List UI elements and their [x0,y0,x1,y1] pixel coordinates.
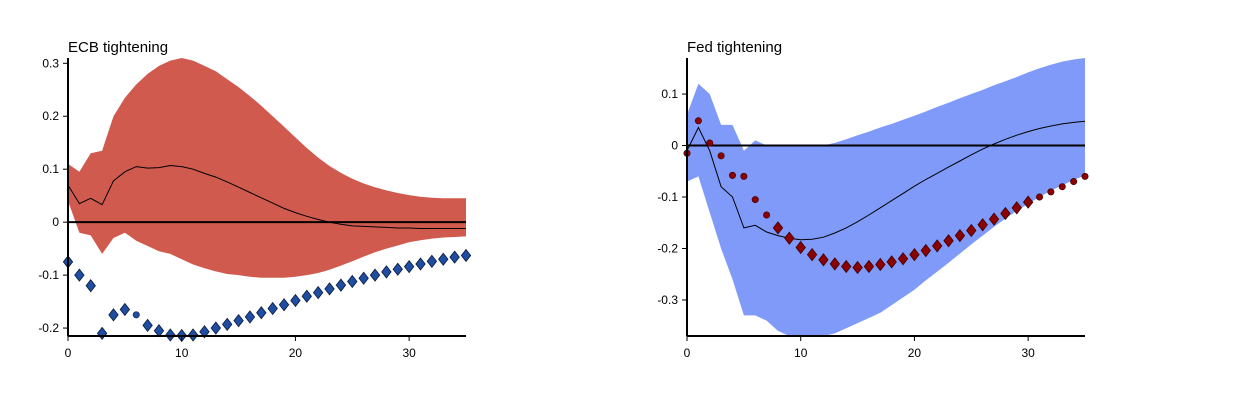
x-tick-label: 10 [175,346,189,360]
data-point [852,260,863,275]
data-point [278,298,290,312]
data-point [694,117,702,125]
data-point [829,257,841,271]
data-point [1047,188,1055,196]
data-point [335,278,347,292]
data-point [1000,206,1011,221]
data-point [358,271,369,285]
data-point [897,252,909,266]
data-point [1070,178,1078,186]
x-tick-label: 30 [402,346,416,360]
data-point [966,223,977,238]
data-point [1058,183,1066,191]
y-tick-label: -0.2 [657,241,678,255]
data-point [706,139,714,147]
data-point [931,239,943,253]
data-point [381,265,392,279]
y-tick-label: 0 [671,139,678,153]
data-point [96,326,108,341]
data-point [426,254,438,268]
data-point [784,231,795,245]
y-tick-label: 0 [52,215,59,229]
data-point [943,234,954,248]
y-tick-label: -0.1 [38,268,59,282]
y-tick-label: 0.3 [42,56,59,70]
data-point [392,262,403,276]
chart-title: ECB tightening [68,39,168,56]
data-point [403,259,415,274]
data-point [312,285,324,300]
data-point [795,240,806,255]
data-point [717,152,725,160]
data-point [233,313,244,328]
y-tick-label: 0.2 [42,109,59,123]
data-point [142,318,153,333]
data-point [977,218,988,232]
data-point [772,221,784,235]
data-point [347,274,358,289]
confidence-band [68,58,466,278]
data-point [909,248,920,262]
data-point [85,279,96,293]
data-point [301,289,312,303]
x-tick-label: 20 [289,346,303,360]
data-point [165,328,176,342]
x-tick-label: 0 [65,346,72,360]
data-point [267,301,278,316]
data-point [119,302,131,317]
data-point [1011,201,1022,215]
y-tick-label: -0.3 [657,293,678,307]
data-point [153,324,165,338]
data-point [886,255,897,269]
data-point [460,248,472,263]
data-point [369,268,381,282]
y-tick-label: 0.1 [661,87,678,101]
chart-title: Fed tightening [687,39,782,56]
data-point [449,250,460,264]
data-point [290,293,301,308]
data-point [751,196,759,204]
data-point [132,311,140,319]
x-tick-label: 0 [684,346,691,360]
data-point [740,172,748,180]
median-line [67,164,466,229]
data-point [222,317,233,332]
y-tick-label: -0.1 [657,190,678,204]
x-tick-label: 30 [1021,346,1035,360]
data-point [108,308,119,322]
data-point [763,211,771,219]
data-point [818,253,829,267]
y-tick-label: 0.1 [42,162,59,176]
data-point [988,212,1000,226]
chart-panel-2: -0.3 -0.2 -0.1 0 0.1 0 10 20 30 Fed tightening [657,39,1089,360]
chart-panel-1: -0.2 -0.1 0 0.1 0.2 0.3 0 10 20 30 ECB tightening [38,39,472,360]
data-point [438,252,449,266]
y-tick-label: -0.2 [38,321,59,335]
x-tick-label: 20 [908,346,922,360]
confidence-band [687,58,1085,336]
data-point [806,248,818,262]
data-point [920,243,931,258]
data-point [244,310,256,324]
data-point [1036,193,1044,201]
data-point [199,325,210,339]
data-point [875,257,886,272]
data-point [415,257,426,271]
data-point [187,328,199,342]
marker-series [683,117,1089,275]
data-point [324,282,335,296]
median-line [686,120,1086,241]
data-point [74,268,85,282]
data-point [863,259,875,274]
data-point [1081,172,1089,180]
data-point [728,171,736,179]
x-tick-label: 10 [794,346,808,360]
data-point [210,321,222,335]
data-point [1022,195,1034,209]
data-point [256,306,267,320]
data-point [841,259,852,274]
data-point [954,228,966,243]
